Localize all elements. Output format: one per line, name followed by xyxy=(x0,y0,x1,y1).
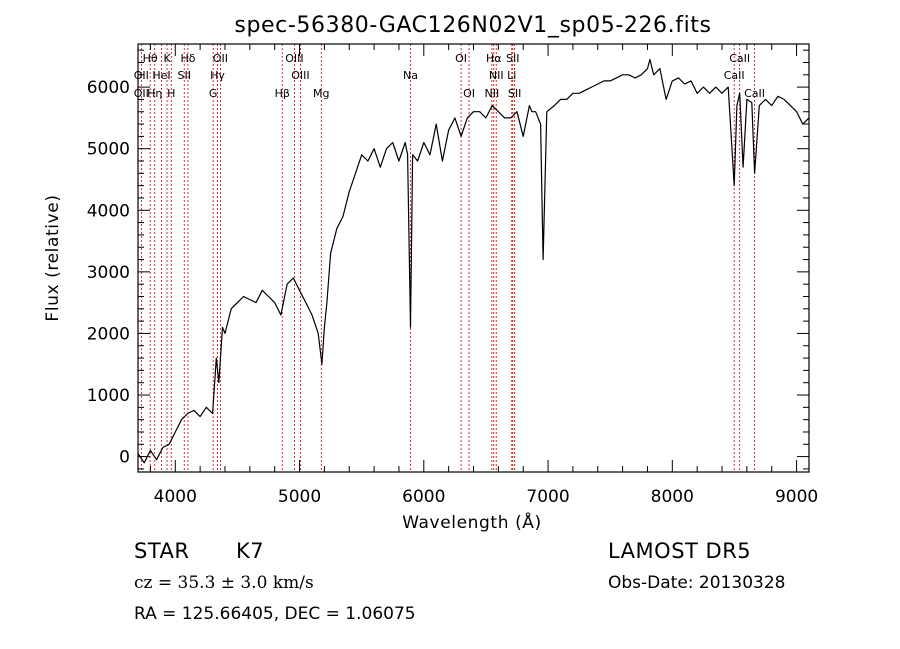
line-label: Hβ xyxy=(275,87,290,100)
emission-line-markers xyxy=(140,44,755,472)
line-label: Hη xyxy=(147,87,162,100)
line-label: NII xyxy=(489,69,504,82)
axis-tick-labels: 4000 5000 6000 7000 8000 9000 0 1000 2000 3000 400… xyxy=(87,78,818,507)
redshift-value: cz = 35.3 ± 3.0 km/s xyxy=(134,573,314,593)
line-label: CaII xyxy=(724,69,745,82)
y-tick-label: 5000 xyxy=(87,140,130,160)
line-label: H xyxy=(167,87,175,100)
object-class: STAR xyxy=(134,539,190,563)
line-label: HeI xyxy=(152,69,170,82)
x-tick-label: 6000 xyxy=(402,487,445,507)
plot-frame xyxy=(137,43,810,473)
y-tick-label: 4000 xyxy=(87,201,130,221)
line-label: SII xyxy=(177,69,190,82)
y-tick-label: 6000 xyxy=(87,78,130,98)
spectrum-line xyxy=(137,58,810,464)
object-subclass: K7 xyxy=(236,539,265,563)
line-label: CaII xyxy=(744,87,765,100)
line-label: Li xyxy=(507,69,516,82)
axis-ticks xyxy=(138,44,809,472)
line-label: Hγ xyxy=(210,69,225,82)
x-tick-label: 9000 xyxy=(775,487,818,507)
x-axis-label: Wavelength (Å) xyxy=(402,511,542,533)
x-tick-label: 7000 xyxy=(526,487,569,507)
line-label: OI xyxy=(463,87,475,100)
line-label: OIII xyxy=(285,52,303,65)
line-label: Na xyxy=(403,69,418,82)
y-tick-label: 1000 xyxy=(87,386,130,406)
line-label: Hθ xyxy=(143,52,158,65)
line-label: OI xyxy=(455,52,467,65)
line-label: CaII xyxy=(729,52,750,65)
survey-name: LAMOST DR5 xyxy=(608,539,752,563)
line-label: NII xyxy=(485,87,500,100)
x-tick-label: 4000 xyxy=(154,487,197,507)
line-label: OII xyxy=(213,52,228,65)
line-label: Hα xyxy=(486,52,502,65)
x-tick-label: 8000 xyxy=(651,487,694,507)
y-tick-label: 3000 xyxy=(87,263,130,283)
y-tick-label: 2000 xyxy=(87,324,130,344)
x-tick-label: 5000 xyxy=(278,487,321,507)
chart-title: spec-56380-GAC126N02V1_sp05-226.fits xyxy=(234,13,711,38)
line-label: OIII xyxy=(291,69,309,82)
observation-date: Obs-Date: 20130328 xyxy=(608,573,786,593)
line-label: G xyxy=(209,87,218,100)
coordinates: RA = 125.66405, DEC = 1.06075 xyxy=(134,604,416,624)
y-axis-label: Flux (relative) xyxy=(43,194,63,321)
line-label: Mg xyxy=(313,87,329,100)
line-label: OII xyxy=(134,69,149,82)
line-label: Hδ xyxy=(180,52,195,65)
line-label: SII xyxy=(506,52,519,65)
line-label: SII xyxy=(508,87,521,100)
y-tick-label: 0 xyxy=(119,448,130,468)
line-label: K xyxy=(163,52,171,65)
